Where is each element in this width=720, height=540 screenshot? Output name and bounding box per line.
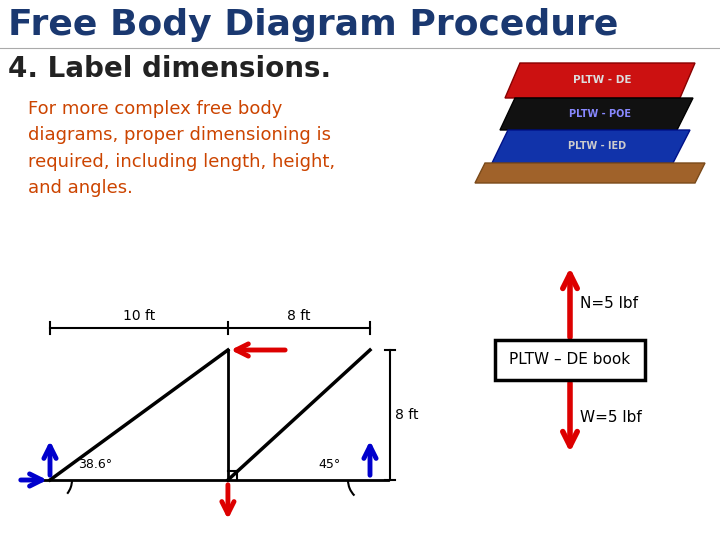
Text: N=5 lbf: N=5 lbf bbox=[580, 295, 638, 310]
Text: PLTW – DE book: PLTW – DE book bbox=[510, 353, 631, 368]
Polygon shape bbox=[500, 98, 693, 130]
Text: 10 ft: 10 ft bbox=[123, 309, 155, 323]
Text: 8 ft: 8 ft bbox=[395, 408, 418, 422]
Text: 8 ft: 8 ft bbox=[287, 309, 311, 323]
Text: 45°: 45° bbox=[318, 458, 341, 471]
Polygon shape bbox=[505, 63, 695, 98]
Text: 38.6°: 38.6° bbox=[78, 458, 112, 471]
Text: For more complex free body
diagrams, proper dimensioning is
required, including : For more complex free body diagrams, pro… bbox=[28, 100, 335, 197]
Text: W=5 lbf: W=5 lbf bbox=[580, 409, 642, 424]
Polygon shape bbox=[475, 163, 705, 183]
Text: 4. Label dimensions.: 4. Label dimensions. bbox=[8, 55, 331, 83]
Text: PLTW - DE: PLTW - DE bbox=[572, 75, 631, 85]
Bar bbox=[495, 340, 645, 380]
Text: Free Body Diagram Procedure: Free Body Diagram Procedure bbox=[8, 8, 618, 42]
Text: PLTW - POE: PLTW - POE bbox=[569, 109, 631, 119]
Text: PLTW - IED: PLTW - IED bbox=[568, 141, 626, 151]
Polygon shape bbox=[492, 130, 690, 163]
